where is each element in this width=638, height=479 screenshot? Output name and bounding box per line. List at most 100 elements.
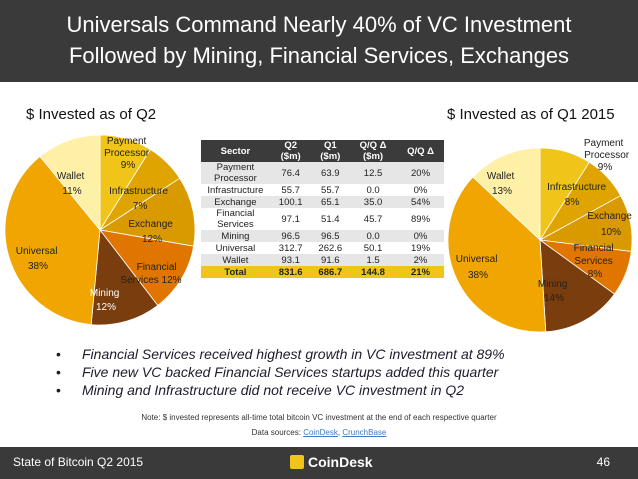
pie-q2-slice-wallet	[39, 134, 101, 232]
cell-q2: 312.7	[278, 242, 303, 254]
cell-q2: 93.1	[269, 254, 312, 266]
coindesk-source-link[interactable]: CoinDesk	[303, 428, 338, 437]
pie-chart-q2: Payment Processor 9% Infrastructure 7% E…	[4, 134, 196, 326]
pie-q1-label-exchange: Exchange 10%	[587, 211, 634, 238]
list-item: Five new VC backed Financial Services st…	[56, 363, 505, 381]
right-chart-title: $ Invested as of Q1 2015	[447, 106, 615, 123]
slide-footer: State of Bitcoin Q2 2015 CoinDesk 46	[0, 447, 638, 479]
col-header-q2: Q2	[269, 140, 312, 151]
footer-report-title: State of Bitcoin Q2 2015	[13, 455, 144, 469]
cell-q1: 63.9	[311, 162, 350, 184]
cell-delta-pct: 0%	[397, 230, 444, 242]
pie-q1-label-universal: Universal 38%	[456, 254, 500, 281]
table-row: Mining 96.5 96.5 0.0 0%	[201, 230, 444, 242]
footer-brand-name: CoinDesk	[308, 454, 373, 470]
cell-q1: 91.6	[311, 254, 350, 266]
pie-q1-label-payment-processor: Payment Processor 9%	[584, 138, 632, 173]
table-row: Financial Services 97.1 51.4 45.7 89%	[201, 208, 444, 230]
col-header-delta-unit: ($m)	[349, 151, 398, 162]
table-total-row: Total 831.6 686.7 144.8 21%	[201, 266, 444, 278]
cell-delta-pct: 54%	[397, 196, 444, 208]
cell-q2: 100.1	[269, 196, 312, 208]
left-chart-title: $ Invested as of Q2	[26, 106, 157, 123]
pie-q2-slice-universal	[4, 155, 101, 326]
cell-delta: 0.0	[366, 184, 380, 196]
pie-q1-label-mining: Mining 14%	[538, 279, 570, 304]
cell-q1: 51.4	[321, 213, 340, 225]
pie-q1-label-infrastructure: Infrastructure 8%	[547, 182, 609, 208]
table-row: Exchange 100.1 65.1 35.0 54%	[201, 196, 444, 208]
pie-q2-label-exchange: Exchange 12%	[128, 219, 175, 245]
cell-q1: 262.6	[318, 242, 343, 254]
list-item: Mining and Infrastructure did not receiv…	[56, 381, 505, 399]
pie-q1-label-wallet: Wallet 13%	[487, 171, 517, 197]
data-sources-prefix: Data sources:	[251, 428, 304, 437]
methodology-note: Note: $ invested represents all-time tot…	[141, 413, 497, 422]
cell-sector: Exchange	[201, 196, 270, 208]
pie-q1-label-financial-services: Financial Services 8%	[574, 243, 617, 280]
cell-q2: 55.7	[281, 184, 300, 196]
cell-delta-pct: 2%	[397, 254, 444, 266]
cell-sector: Universal	[215, 242, 256, 254]
pie-q2-label-financial-services: Financial Services 12%	[120, 262, 181, 286]
slide-header: Universals Command Nearly 40% of VC Inve…	[0, 0, 638, 82]
col-header-sector: Sector	[201, 140, 270, 162]
crunchbase-source-link[interactable]: CrunchBase	[342, 428, 387, 437]
coindesk-logo-icon	[290, 455, 304, 469]
cell-delta-pct: 0%	[413, 184, 428, 196]
cell-total-q1: 686.7	[311, 266, 350, 278]
list-item: Financial Services received highest grow…	[56, 345, 505, 363]
pie-q2-label-mining: Mining 12%	[90, 288, 122, 313]
pie-q2-slice-exchange	[98, 177, 196, 247]
cell-q2: 97.1	[281, 213, 300, 225]
pie-chart-q1-2015: Payment Processor 9% Infrastructure 8% E…	[447, 138, 634, 333]
key-findings-list: Financial Services received highest grow…	[56, 345, 505, 399]
cell-delta: 50.1	[363, 242, 383, 254]
cell-total-delta: 144.8	[349, 266, 398, 278]
table-row: Payment Processor 76.4 63.9 12.5 20%	[201, 162, 444, 184]
cell-total-delta-pct: 21%	[397, 266, 444, 278]
cell-delta: 12.5	[349, 162, 398, 184]
cell-total-label: Total	[201, 266, 270, 278]
pie-q2-label-payment-processor: Payment Processor 9%	[104, 136, 152, 171]
cell-delta: 45.7	[363, 213, 383, 225]
table-row: Universal 312.7 262.6 50.1 19%	[201, 242, 444, 254]
data-sources-separator: ,	[337, 428, 343, 437]
page-number: 46	[596, 455, 610, 469]
cell-delta: 1.5	[349, 254, 398, 266]
col-header-delta-pct: Q/Q Δ	[397, 140, 444, 162]
cell-sector: Financial Services	[216, 208, 255, 230]
cell-q1: 96.5	[311, 230, 350, 242]
col-header-q2-unit: ($m)	[269, 151, 312, 162]
col-header-q1-unit: ($m)	[311, 151, 350, 162]
cell-q1: 55.7	[321, 184, 340, 196]
sector-investment-table: Sector Q2 Q1 Q/Q Δ Q/Q Δ ($m) ($m) ($m) …	[201, 140, 444, 278]
table-row: Wallet 93.1 91.6 1.5 2%	[201, 254, 444, 266]
cell-delta-pct: 89%	[411, 213, 431, 225]
pie-q1-slice-mining	[539, 239, 615, 333]
cell-total-q2: 831.6	[269, 266, 312, 278]
cell-delta-pct: 19%	[411, 242, 431, 254]
cell-delta: 0.0	[349, 230, 398, 242]
cell-delta-pct: 20%	[397, 162, 444, 184]
cell-q2: 96.5	[269, 230, 312, 242]
pie-q2-label-infrastructure: Infrastructure 7%	[109, 186, 171, 212]
cell-sector: Wallet	[201, 254, 270, 266]
col-header-q1: Q1	[311, 140, 350, 151]
pie-q1-slice-universal	[447, 176, 547, 333]
pie-q2-slice-mining	[90, 228, 159, 326]
pie-q1-slice-wallet	[472, 147, 541, 241]
cell-sector: Payment Processor	[201, 162, 270, 184]
data-sources: Data sources: CoinDesk, CrunchBase	[0, 428, 638, 437]
pie-q2-slice-financial-services	[99, 229, 195, 307]
col-header-delta: Q/Q Δ	[349, 140, 398, 151]
slide-title-line-2: Followed by Mining, Financial Services, …	[68, 43, 570, 68]
cell-q1: 65.1	[311, 196, 350, 208]
cell-sector: Mining	[201, 230, 270, 242]
cell-delta: 35.0	[349, 196, 398, 208]
cell-q2: 76.4	[269, 162, 312, 184]
pie-q2-label-universal: Universal 38%	[16, 246, 60, 272]
cell-sector: Infrastructure	[207, 184, 264, 196]
pie-q2-label-wallet: Wallet 11%	[57, 171, 87, 197]
slide-title-line-1: Universals Command Nearly 40% of VC Inve…	[66, 12, 572, 37]
